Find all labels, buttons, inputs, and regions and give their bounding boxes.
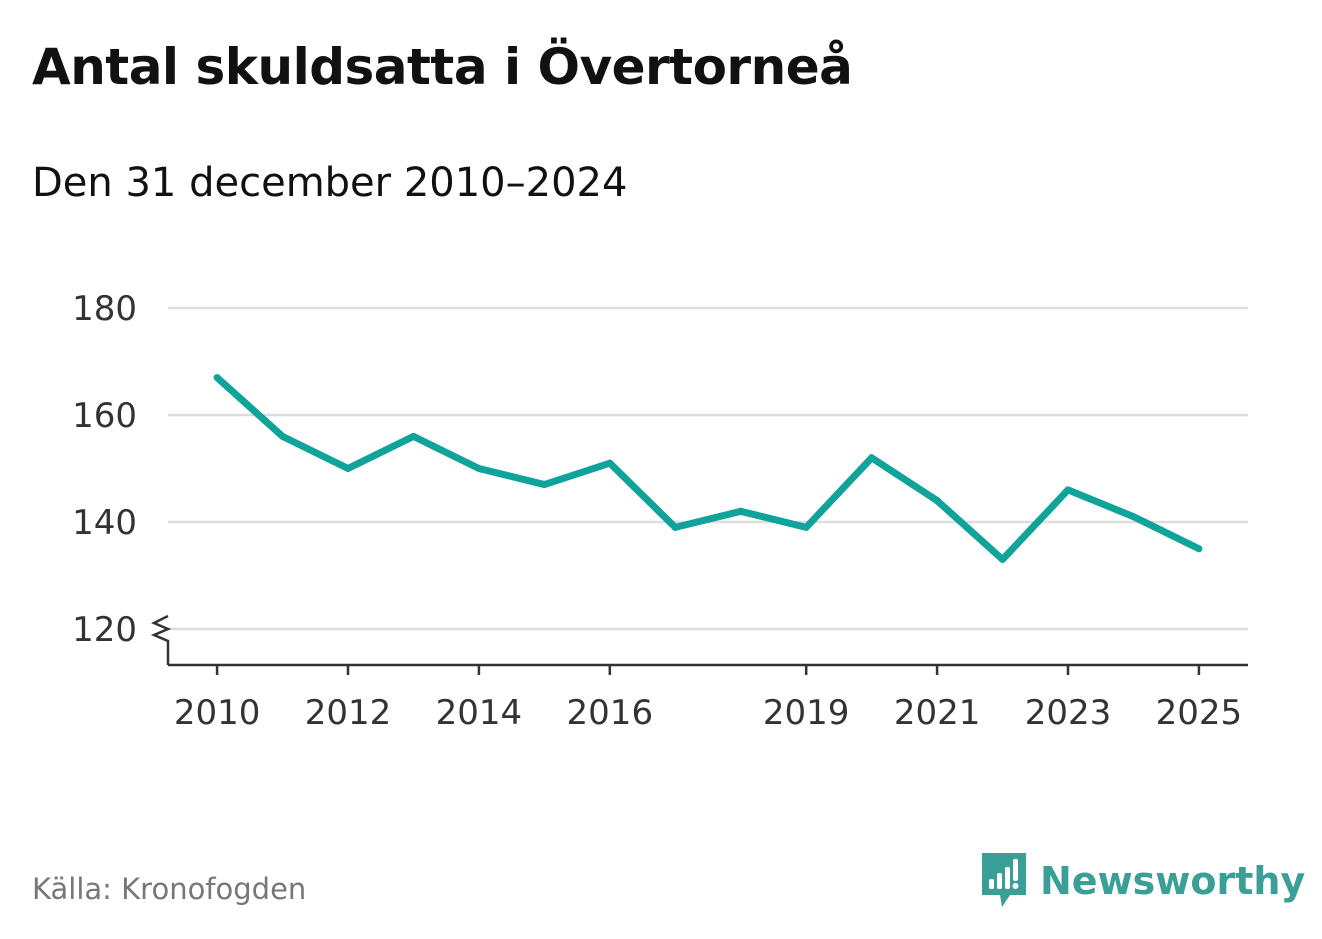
- x-tick-label: 2014: [436, 693, 523, 733]
- data-point: [1064, 486, 1072, 494]
- data-point: [344, 465, 352, 472]
- y-axis-ticks: 120 140 160 180: [72, 289, 137, 650]
- y-tick-label: 160: [72, 396, 137, 436]
- data-point: [409, 432, 417, 440]
- chart-subtitle: Den 31 december 2010–2024: [32, 160, 628, 206]
- data-point: [540, 481, 548, 489]
- axis-break-marker: [150, 614, 172, 665]
- data-point: [213, 374, 221, 382]
- x-tick-label: 2025: [1156, 693, 1243, 733]
- data-point: [1195, 545, 1203, 553]
- x-tick-label: 2012: [305, 693, 392, 733]
- data-point: [868, 454, 876, 462]
- series-line: [214, 374, 1201, 563]
- x-tick-label: 2021: [894, 693, 981, 733]
- chart-title: Antal skuldsatta i Övertorneå: [32, 38, 853, 96]
- x-tick-label: 2023: [1025, 693, 1112, 733]
- x-tick-label: 2010: [174, 693, 261, 733]
- data-point: [606, 459, 614, 467]
- gridlines: [168, 306, 1248, 631]
- brand-name: Newsworthy: [1040, 859, 1306, 903]
- brand-logo: Newsworthy: [980, 850, 1305, 912]
- y-tick-label: 120: [72, 610, 137, 650]
- data-point: [737, 507, 745, 515]
- source-note: Källa: Kronofogden: [32, 872, 307, 906]
- series: [213, 374, 1203, 563]
- y-tick-label: 140: [72, 503, 137, 543]
- data-point: [999, 555, 1007, 563]
- data-point: [475, 465, 483, 472]
- data-point: [802, 523, 810, 531]
- data-point: [933, 497, 941, 505]
- x-axis: 2010 2012 2014 2016 2019 2021 2023 2025: [150, 614, 1248, 733]
- data-point: [279, 432, 287, 440]
- y-tick-label: 180: [72, 289, 137, 329]
- data-point: [671, 523, 679, 531]
- newsworthy-logo-icon: [982, 853, 1026, 907]
- data-point: [1129, 513, 1137, 521]
- x-tick-label: 2019: [763, 693, 850, 733]
- x-tick-label: 2016: [567, 693, 654, 733]
